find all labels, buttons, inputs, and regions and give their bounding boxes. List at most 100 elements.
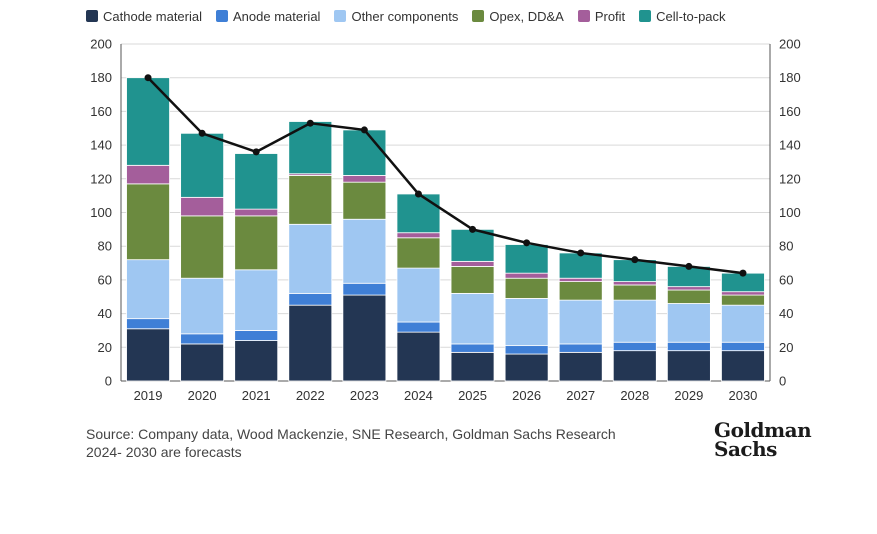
bar-segment (504, 298, 549, 347)
y-tick-label: 120 (90, 171, 112, 186)
y-tick-label: 160 (90, 104, 112, 119)
bar-segment (450, 266, 495, 294)
legend-label: Other components (351, 8, 459, 24)
bar-segment (126, 77, 170, 166)
y2-tick-label: 200 (779, 37, 801, 52)
bar-segment (396, 193, 441, 234)
bar-segment (180, 343, 225, 382)
bar-segment (504, 272, 549, 279)
source-note: Source: Company data, Wood Mackenzie, SN… (86, 426, 616, 442)
bar-segment (342, 175, 387, 183)
bar-segment (342, 282, 387, 296)
x-tick-label: 2024 (404, 388, 433, 403)
bar-segment (612, 350, 657, 382)
x-tick-label: 2030 (728, 388, 757, 403)
legend-item: Cathode material (86, 9, 202, 24)
line-point (414, 190, 422, 198)
x-tick-label: 2020 (188, 388, 217, 403)
bar-segment (180, 215, 225, 279)
bar-segment (504, 345, 549, 355)
line-point (252, 148, 260, 156)
bar-segment (504, 353, 549, 382)
forecast-note: 2024- 2030 are forecasts (86, 444, 242, 460)
logo-line2: Sachs (714, 437, 777, 461)
bar-segment (558, 277, 603, 282)
y2-tick-label: 60 (779, 272, 793, 287)
legend-label: Cathode material (103, 8, 202, 24)
bar-segment (504, 277, 549, 299)
y2-tick-label: 160 (779, 104, 801, 119)
bar-segment (288, 304, 333, 382)
bar-segment (612, 281, 657, 286)
total-price-line (147, 76, 744, 275)
y2-tick-label: 100 (779, 205, 801, 220)
legend-swatch (334, 10, 347, 22)
x-tick-label: 2021 (242, 388, 271, 403)
y-tick-label: 60 (98, 272, 112, 287)
bar-segment (612, 341, 657, 352)
logo-line1: Goldman (714, 418, 812, 442)
line-point (631, 256, 639, 264)
bar-segment (288, 121, 333, 175)
legend-label: Profit (594, 8, 626, 24)
bar-segment (288, 292, 333, 306)
x-tick-label: 2029 (674, 388, 703, 403)
y-tick-label: 0 (105, 374, 112, 389)
bar-segment (558, 299, 603, 345)
line-point (577, 249, 585, 257)
y-tick-label: 200 (90, 37, 112, 52)
legend-item: Cell-to-pack (639, 9, 726, 24)
legend-swatch (577, 10, 590, 22)
y-tick-label: 20 (98, 340, 112, 355)
line-point (685, 262, 693, 270)
bar-segment (396, 321, 441, 333)
bar-segment (234, 215, 279, 271)
bar-segment (396, 232, 441, 239)
x-tick-label: 2026 (512, 388, 541, 403)
y-tick-label: 180 (90, 70, 112, 85)
bar-segment (342, 294, 387, 382)
legend-swatch (216, 10, 228, 22)
bar-segment (180, 132, 225, 198)
y-tick-label: 100 (90, 205, 112, 220)
bar-segment (450, 260, 495, 267)
line-point (144, 74, 152, 82)
goldman-sachs-logo: Goldman Sachs (714, 418, 812, 461)
bar-segment (721, 350, 765, 382)
bar-segment (558, 351, 603, 382)
legend-label: Opex, DD&A (489, 8, 564, 24)
bar-segment (234, 269, 279, 331)
line-point (198, 129, 206, 137)
y2-tick-label: 120 (779, 171, 801, 186)
line-point (523, 239, 531, 247)
bar-segment (342, 181, 387, 220)
x-tick-label: 2025 (458, 388, 487, 403)
x-tick-label: 2027 (566, 388, 595, 403)
legend-label: Anode material (233, 8, 321, 24)
bar-segment (180, 196, 225, 217)
bar-segment (126, 259, 170, 320)
line-point (360, 126, 368, 134)
bar-segment (126, 164, 170, 185)
bar-segment (396, 267, 441, 323)
legend-item: Anode material (216, 9, 320, 24)
bar-segment (342, 129, 387, 176)
bar-segment (180, 333, 225, 345)
bar-segment (721, 291, 765, 296)
bar-segment (234, 330, 279, 341)
bar-segment (126, 183, 170, 261)
bar-segment (558, 252, 603, 279)
x-tick-label: 2028 (620, 388, 649, 403)
bar-segment (234, 340, 279, 382)
line-point (469, 225, 477, 233)
bar-segment (288, 175, 333, 225)
y-tick-label: 40 (98, 306, 112, 321)
legend-item: Profit (577, 8, 626, 24)
x-tick-label: 2023 (350, 388, 379, 403)
bar-segment (234, 208, 279, 217)
bar-segment (612, 299, 657, 343)
y2-tick-label: 80 (779, 239, 793, 254)
legend-swatch (639, 10, 652, 22)
bar-segment (558, 281, 603, 301)
